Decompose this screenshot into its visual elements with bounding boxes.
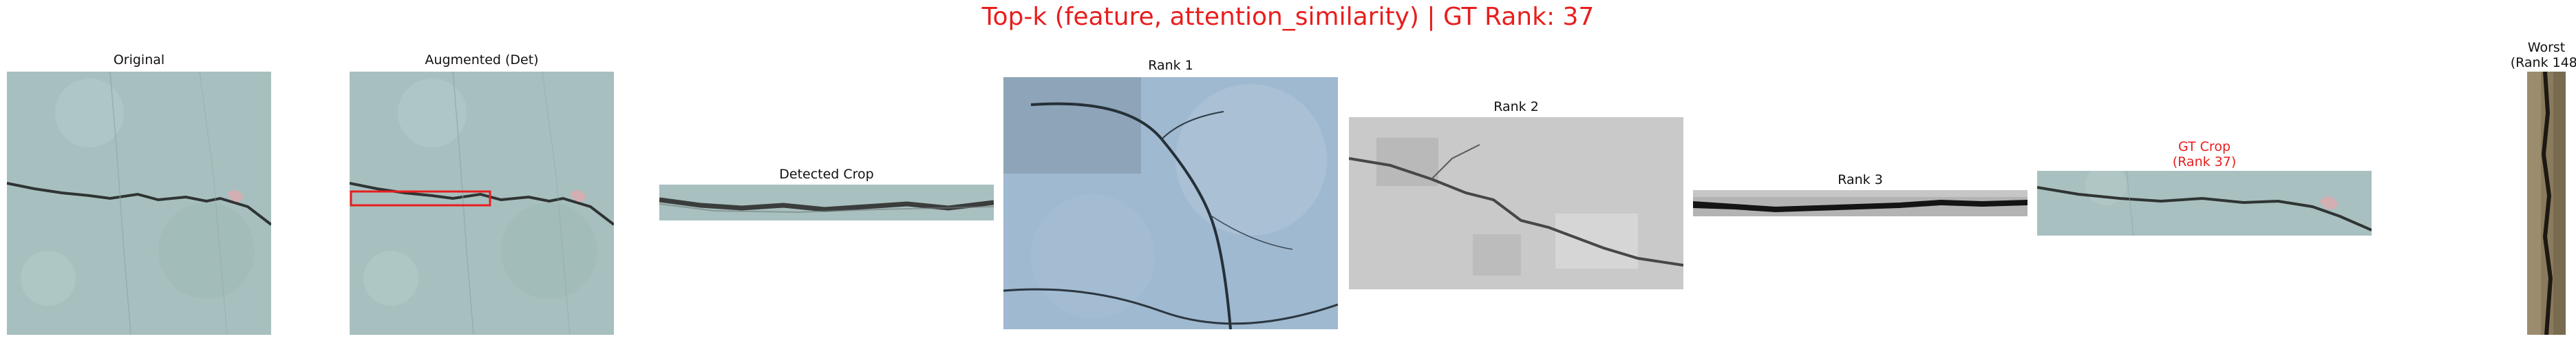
caption-worst: Worst (Rank 148) <box>2510 40 2576 70</box>
image-original <box>7 72 271 335</box>
caption-original: Original <box>113 52 165 68</box>
caption-rank-2: Rank 2 <box>1493 99 1539 114</box>
image-rank-1 <box>1003 77 1338 329</box>
caption-detected-crop: Detected Crop <box>779 167 874 182</box>
panel-rank-2: Rank 2 <box>1349 99 1683 289</box>
panel-detected-crop: Detected Crop <box>659 167 994 220</box>
caption-augmented: Augmented (Det) <box>425 52 539 68</box>
image-worst <box>2527 72 2566 335</box>
caption-gt-crop: GT Crop (Rank 37) <box>2172 139 2237 169</box>
panel-original: Original <box>7 52 271 335</box>
image-rank-3 <box>1693 190 2027 216</box>
figure-title: Top-k (feature, attention_similarity) | … <box>981 3 1595 31</box>
panel-gt-crop: GT Crop (Rank 37) <box>2037 139 2372 236</box>
panel-rank-3: Rank 3 <box>1693 172 2027 216</box>
panel-rank-1: Rank 1 <box>1003 58 1338 329</box>
image-rank-2 <box>1349 117 1683 289</box>
panel-worst: Worst (Rank 148) <box>2511 40 2576 335</box>
panel-augmented: Augmented (Det) <box>350 52 614 335</box>
caption-rank-1: Rank 1 <box>1148 58 1193 73</box>
image-gt-crop <box>2037 171 2372 236</box>
caption-rank-3: Rank 3 <box>1838 172 1883 187</box>
image-detected-crop <box>659 185 994 220</box>
detection-box <box>350 190 491 207</box>
image-augmented <box>350 72 614 335</box>
